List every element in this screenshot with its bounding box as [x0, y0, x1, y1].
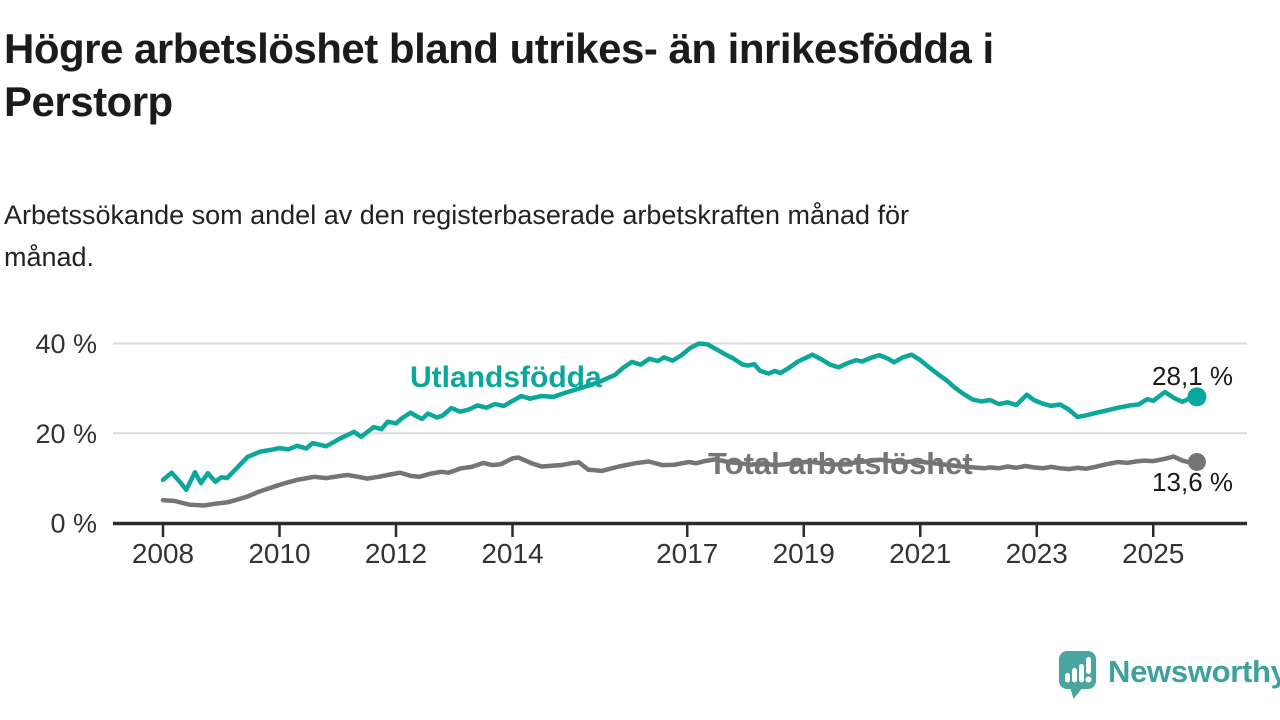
- newsworthy-wordmark: Newsworthy: [1108, 654, 1280, 689]
- chart-subtitle-line-2: månad.: [4, 242, 95, 272]
- x-axis-label-2021: 2021: [889, 538, 951, 569]
- x-axis-label-2023: 2023: [1006, 538, 1068, 569]
- y-axis-label-20: 20 %: [35, 419, 97, 449]
- chart-title-line-1: Högre arbetslöshet bland utrikes- än inr…: [4, 25, 994, 72]
- series-line-utlandsfodda: [160, 341, 1200, 493]
- y-axis-label-40: 40 %: [35, 329, 97, 359]
- series-end-dot-total-arbetsloshet: [1187, 452, 1206, 471]
- x-axis-label-2019: 2019: [773, 538, 835, 569]
- x-axis-label-2017: 2017: [656, 538, 718, 569]
- chart-subtitle-line-1: Arbetssökande som andel av den registerb…: [4, 200, 910, 230]
- series-end-dot-utlandsfodda: [1187, 387, 1207, 407]
- x-axis-label-2008: 2008: [132, 538, 194, 569]
- x-axis-label-2012: 2012: [365, 538, 427, 569]
- series-line-total-arbetsloshet: [160, 454, 1200, 508]
- series-label-utlandsfodda: Utlandsfödda: [410, 361, 602, 394]
- end-value-utlandsfodda: 28,1 %: [1152, 361, 1233, 391]
- newsworthy-logo: Newsworthy: [1058, 650, 1280, 700]
- chart-title-line-2: Perstorp: [4, 78, 173, 125]
- chart-title: Högre arbetslöshet bland utrikes- än inr…: [4, 22, 1214, 128]
- end-value-total-arbetsloshet: 13,6 %: [1152, 467, 1233, 497]
- chart-subtitle: Arbetssökande som andel av den registerb…: [4, 194, 1214, 278]
- y-axis-label-0: 0 %: [50, 509, 97, 539]
- series-label-total-arbetsloshet: Total arbetslöshet: [708, 446, 973, 481]
- x-axis-label-2025: 2025: [1122, 538, 1184, 569]
- newsworthy-speech-bubble-chart-icon: [1059, 651, 1096, 699]
- x-axis-label-2010: 2010: [248, 538, 310, 569]
- x-axis-label-2014: 2014: [481, 538, 543, 569]
